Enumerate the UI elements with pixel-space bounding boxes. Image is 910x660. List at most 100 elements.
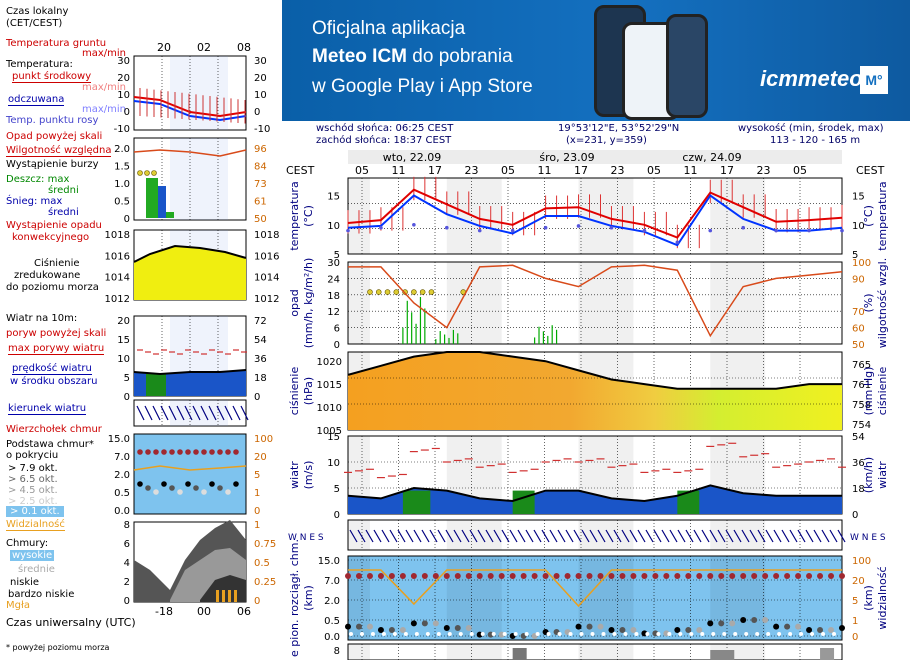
humidity-tick: 100	[852, 258, 871, 269]
cloud-low-dot	[755, 632, 760, 636]
precip-panel	[347, 261, 843, 345]
wind-direction-panel	[347, 519, 843, 551]
legend-cloud-top-dot	[185, 449, 191, 455]
pressure-tick-r: 754	[852, 420, 871, 431]
night-band	[710, 262, 766, 344]
legend-cloud-top-dot	[225, 449, 231, 455]
cloud-base-dot	[454, 625, 461, 631]
height-values: 113 - 120 - 165 m	[770, 135, 861, 146]
legend-tick-left: 15.0	[108, 434, 130, 445]
app-promo-banner[interactable]: Oficjalna aplikacja Meteo ICM do pobrani…	[282, 0, 910, 121]
cloud-low-dot	[480, 632, 485, 636]
legend-wind-arrow	[192, 405, 201, 421]
night-band	[710, 520, 766, 550]
day-header-band	[348, 150, 842, 164]
cloud-low-dot	[414, 632, 419, 636]
cloud-top-dot	[520, 573, 527, 579]
storm-dot	[375, 289, 382, 295]
tz-label-right: CEST	[856, 164, 885, 177]
wind-arrow	[485, 529, 494, 543]
legend-deszcz-max: Deszcz: max	[6, 174, 70, 185]
legend-podstawa1: Podstawa chmur*	[6, 439, 94, 450]
wind-arrow	[765, 529, 774, 543]
cloud-top-dot	[608, 573, 615, 579]
legend-cloud-base-dot	[225, 489, 231, 495]
axis-title-cloud: e pion. rozciągł. chm.	[288, 539, 301, 657]
cloud-tick: 0.5	[324, 616, 340, 627]
legend-tick-left: 2.0	[114, 144, 130, 155]
wind-arrow	[421, 529, 430, 543]
legend-hour-label: 02	[197, 41, 211, 54]
legend-wind-arrow	[184, 405, 193, 421]
legend-okt79: > 7.9 okt.	[8, 463, 58, 474]
legend-tick-right: 1	[254, 488, 260, 499]
wind-arrow	[445, 529, 454, 543]
legend-widzialnosc: Widzialność	[6, 519, 65, 531]
cloud-low-dot	[656, 632, 661, 636]
cloud-low-dot	[381, 632, 386, 636]
legend-fog-bar	[222, 590, 225, 602]
cloud-low-dot	[821, 632, 826, 636]
legend-wiatr: Wiatr na 10m:	[6, 313, 78, 324]
cloud-low-dot	[733, 632, 738, 636]
cloud-top-dot	[454, 573, 461, 579]
wind-arrow	[749, 529, 758, 543]
legend-wind-arrow	[240, 405, 249, 421]
legend-tick-right: 30	[254, 56, 267, 67]
legend-cloud-top-dot	[193, 449, 199, 455]
legend-temperatura: Temperatura:	[6, 59, 73, 70]
cloud-low-dot	[766, 632, 771, 636]
cloud-top-dot	[751, 573, 758, 579]
storm-dot	[384, 289, 391, 295]
cloud-top-dot	[663, 573, 670, 579]
banner-line2: Meteo ICM do pobrania	[312, 46, 513, 68]
wind-arrow	[365, 529, 374, 543]
cloud-base-dot	[366, 623, 373, 630]
legend-tick-left: 30	[117, 56, 130, 67]
wind-tick-r: 0	[852, 510, 858, 521]
wind-arrow	[733, 529, 742, 543]
legend-wind-arrow	[168, 405, 177, 421]
pressure-tick-r: 758	[852, 400, 871, 411]
legend-wind-arrow	[144, 405, 153, 421]
cloud-base-dot	[795, 623, 802, 630]
wind-arrow	[709, 529, 718, 543]
cloud-tick: 15.0	[318, 556, 340, 567]
cloud-layer-patch	[710, 650, 735, 660]
wind-line	[347, 484, 842, 503]
legend-wind-arrow	[208, 405, 217, 421]
cloud-top-dot	[729, 573, 736, 579]
pressure-tick: 1015	[317, 380, 342, 391]
dewpoint-dot	[708, 228, 713, 233]
legend-snow-bar	[158, 186, 166, 218]
storm-dot	[411, 289, 417, 295]
temp-line-1	[347, 194, 843, 247]
cloud-base-dot	[806, 627, 813, 633]
legend-okt25: > 2.5 okt.	[8, 496, 58, 507]
legend-temp-maxmin: max/min	[82, 82, 127, 93]
cloud-top-dot	[674, 573, 681, 579]
legend-tick-left: 0	[124, 107, 130, 118]
precip-tick: 12	[327, 307, 340, 318]
wind-arrow	[517, 529, 526, 543]
wind-arrow	[797, 529, 806, 543]
wind-arrow	[493, 529, 502, 543]
wind-arrow	[525, 529, 534, 543]
axis-title-precip: opad	[288, 289, 301, 316]
axis-title-temp-r: temperatura	[876, 181, 889, 250]
vis-tick: 5	[852, 596, 858, 607]
icm-logo: icmmeteo	[760, 66, 863, 91]
wind-fill	[348, 485, 842, 514]
legend-utc-label: -18	[155, 605, 173, 618]
hour-label: 23	[465, 164, 479, 177]
cloud-top-dot	[828, 573, 835, 579]
cloud-low-dot	[645, 632, 650, 636]
dewpoint-dot	[576, 224, 581, 228]
cloud-top-dot	[476, 573, 483, 579]
cloud-base-dot	[465, 625, 472, 631]
cloud-low-dot	[788, 632, 793, 636]
legend-okt45: > 4.5 okt.	[8, 485, 58, 496]
wind-arrow	[373, 529, 382, 543]
legend-tick-right: 54	[254, 335, 267, 346]
cloud-top-dot	[443, 573, 450, 579]
